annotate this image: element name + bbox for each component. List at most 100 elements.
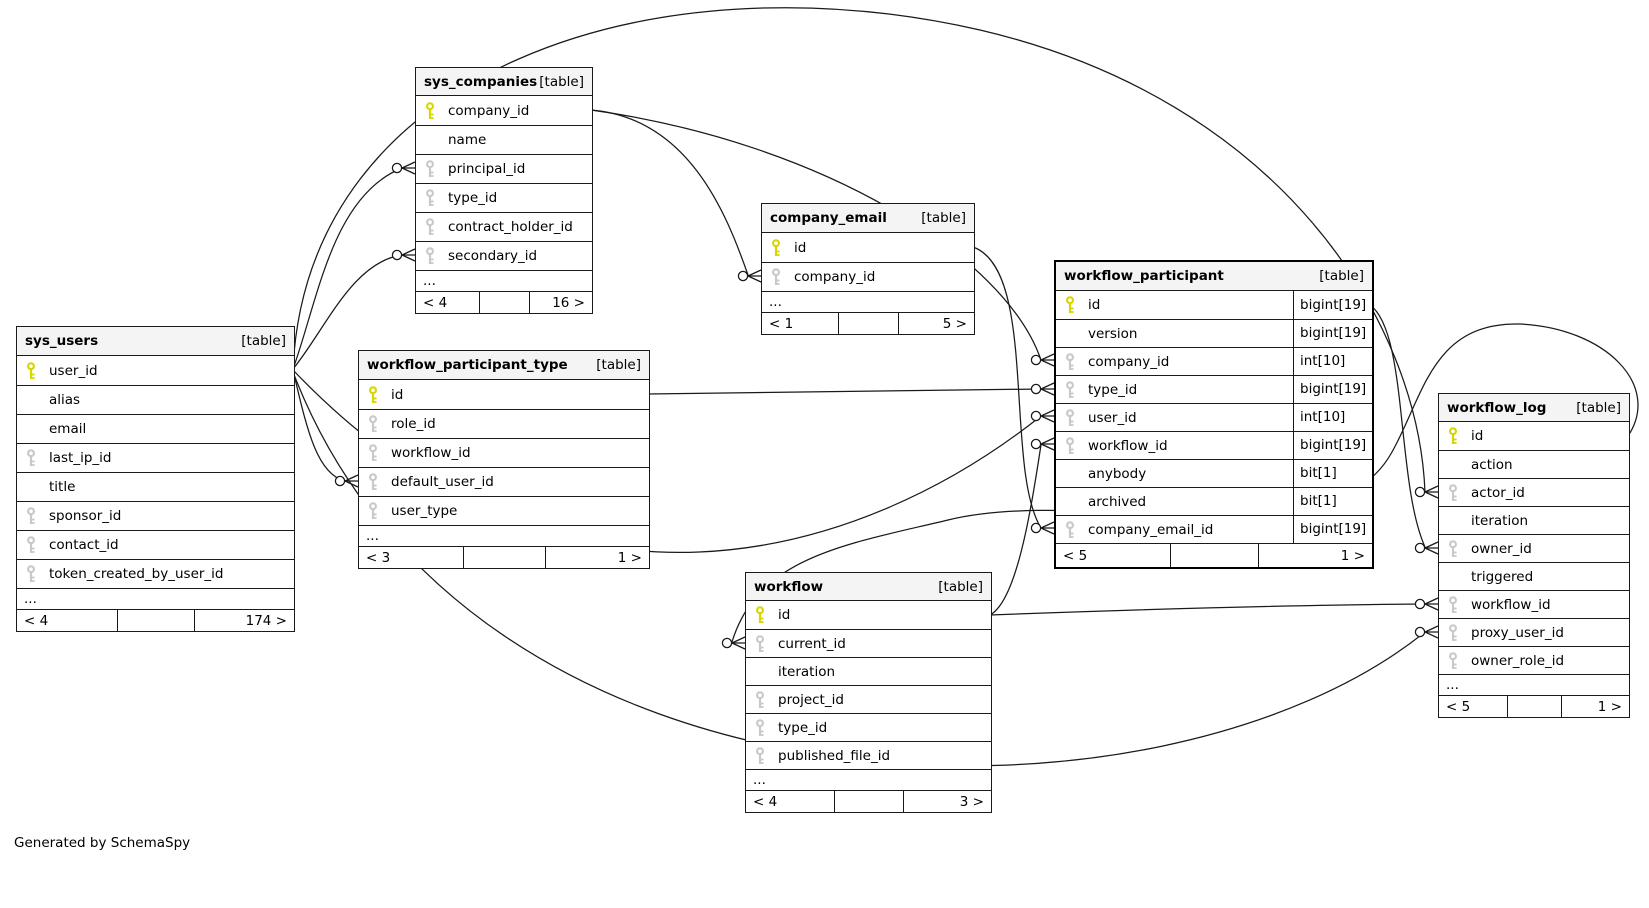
column-name: id bbox=[1471, 428, 1484, 444]
crows-foot-connector bbox=[391, 248, 416, 262]
column-name: principal_id bbox=[448, 161, 526, 177]
column-name: project_id bbox=[778, 691, 844, 708]
primary-key-icon bbox=[755, 606, 765, 624]
table-workflow_participant_type: workflow_participant_type [table] id role_i… bbox=[358, 350, 650, 569]
column-name: archived bbox=[1088, 493, 1147, 510]
relationship-line: company_email.company_id → sys_companies… bbox=[590, 109, 749, 276]
table-footer: < 4 174 > bbox=[17, 609, 294, 631]
column-name: name bbox=[448, 132, 487, 148]
column-row-owner_id: owner_id bbox=[1439, 534, 1629, 562]
table-title[interactable]: workflow_participant bbox=[1064, 268, 1224, 284]
column-row-last_ip_id: last_ip_id bbox=[17, 443, 294, 472]
column-name: anybody bbox=[1088, 465, 1147, 482]
column-name: role_id bbox=[391, 416, 436, 432]
column-row-type_id: type_id bbox=[416, 183, 592, 212]
column-name: alias bbox=[49, 392, 81, 408]
column-row-workflow_id: workflow_id bbox=[1439, 590, 1629, 618]
column-row-user_id: user_id bbox=[17, 356, 294, 385]
column-row-id: id bbox=[746, 601, 991, 629]
column-name: token_created_by_user_id bbox=[49, 566, 224, 582]
footer-rows-count: 5 > bbox=[897, 313, 974, 334]
column-type: bigint[19] bbox=[1293, 320, 1372, 347]
column-name: workflow_id bbox=[391, 445, 471, 461]
column-name: workflow_id bbox=[1471, 596, 1551, 613]
column-name: type_id bbox=[448, 190, 498, 206]
column-name: actor_id bbox=[1471, 484, 1525, 501]
foreign-key-icon bbox=[26, 565, 36, 583]
footer-children-count: < 4 bbox=[24, 612, 49, 629]
column-type: bit[1] bbox=[1293, 460, 1372, 487]
column-row-id: id bbox=[359, 380, 649, 409]
foreign-key-icon bbox=[1448, 539, 1458, 558]
table-title[interactable]: sys_users bbox=[25, 333, 99, 349]
column-row-proxy_user_id: proxy_user_id bbox=[1439, 618, 1629, 646]
footer-children-count: < 3 bbox=[366, 549, 391, 566]
column-name: iteration bbox=[778, 663, 836, 680]
relationship-line: workflow_participant_type.default_user_i… bbox=[292, 369, 346, 482]
primary-key-icon bbox=[1448, 427, 1458, 445]
table-header: sys_companies [table] bbox=[416, 68, 592, 96]
column-row-current_id: current_id bbox=[746, 629, 991, 657]
footer-children-count: < 1 bbox=[769, 315, 794, 332]
column-name: company_email_id bbox=[1088, 521, 1214, 538]
column-name: workflow_id bbox=[1088, 437, 1168, 454]
footer-children-count: < 5 bbox=[1063, 547, 1088, 564]
column-row-company_id: company_id bbox=[416, 96, 592, 125]
table-footer: < 4 16 > bbox=[416, 291, 592, 313]
foreign-key-icon bbox=[755, 690, 765, 709]
relationship-line: workflow_participant.company_email_id → … bbox=[972, 246, 1042, 529]
crows-foot-connector bbox=[1030, 437, 1055, 451]
column-name: type_id bbox=[778, 719, 828, 736]
relationship-line: workflow_log.workflow_id → workflow.id bbox=[989, 603, 1426, 616]
crows-foot-connector bbox=[1030, 382, 1055, 396]
column-row-version: version bigint[19] bbox=[1056, 319, 1372, 347]
column-row-iteration: iteration bbox=[746, 657, 991, 685]
table-title[interactable]: sys_companies bbox=[424, 73, 538, 90]
foreign-key-icon bbox=[368, 415, 378, 433]
table-title[interactable]: workflow bbox=[754, 578, 824, 595]
column-name: owner_role_id bbox=[1471, 652, 1565, 669]
foreign-key-icon bbox=[425, 247, 435, 265]
table-footer: < 5 1 > bbox=[1056, 543, 1372, 567]
relationship-line: workflow_log.owner_id → workflow_partici… bbox=[1369, 304, 1426, 548]
column-row-alias: alias bbox=[17, 385, 294, 414]
foreign-key-icon bbox=[1448, 651, 1458, 670]
footer-children-count: < 4 bbox=[753, 793, 778, 810]
column-row-token_created_by_user_id: token_created_by_user_id bbox=[17, 559, 294, 588]
column-name: type_id bbox=[1088, 381, 1138, 398]
column-name: company_id bbox=[1088, 353, 1170, 370]
foreign-key-icon bbox=[26, 449, 36, 467]
column-type: int[10] bbox=[1293, 404, 1372, 431]
foreign-key-icon bbox=[1065, 380, 1075, 399]
column-name: id bbox=[391, 386, 404, 403]
table-footer: < 3 1 > bbox=[359, 546, 649, 568]
column-row-contact_id: contact_id bbox=[17, 530, 294, 559]
table-title[interactable]: workflow_participant_type bbox=[367, 357, 568, 373]
table-title[interactable]: workflow_log bbox=[1447, 399, 1547, 416]
column-row-triggered: triggered bbox=[1439, 562, 1629, 590]
foreign-key-icon bbox=[755, 634, 765, 653]
relationship-line: workflow_participant.workflow_id → workf… bbox=[989, 444, 1042, 616]
column-row-sponsor_id: sponsor_id bbox=[17, 501, 294, 530]
table-header: workflow_participant_type [table] bbox=[359, 351, 649, 380]
column-row-type_id: type_id bbox=[746, 713, 991, 741]
column-name: contact_id bbox=[49, 537, 119, 553]
column-name: proxy_user_id bbox=[1471, 624, 1564, 641]
column-type: bigint[19] bbox=[1293, 291, 1372, 319]
table-header: sys_users [table] bbox=[17, 327, 294, 356]
footer-rows-count: 1 > bbox=[1258, 544, 1372, 567]
foreign-key-icon bbox=[755, 746, 765, 765]
foreign-key-icon bbox=[1065, 408, 1075, 427]
primary-key-icon bbox=[425, 101, 435, 120]
footer-spacer bbox=[479, 292, 528, 313]
table-title[interactable]: company_email bbox=[770, 210, 887, 226]
crows-foot-connector bbox=[1414, 597, 1439, 611]
crows-foot-connector bbox=[1414, 541, 1439, 555]
column-name: action bbox=[1471, 456, 1513, 473]
column-name: default_user_id bbox=[391, 474, 494, 490]
primary-key-icon bbox=[26, 361, 36, 380]
more-columns-ellipsis: ... bbox=[416, 270, 592, 291]
column-type: bigint[19] bbox=[1293, 432, 1372, 459]
column-name: user_id bbox=[49, 362, 98, 379]
footer-spacer bbox=[1507, 696, 1560, 717]
